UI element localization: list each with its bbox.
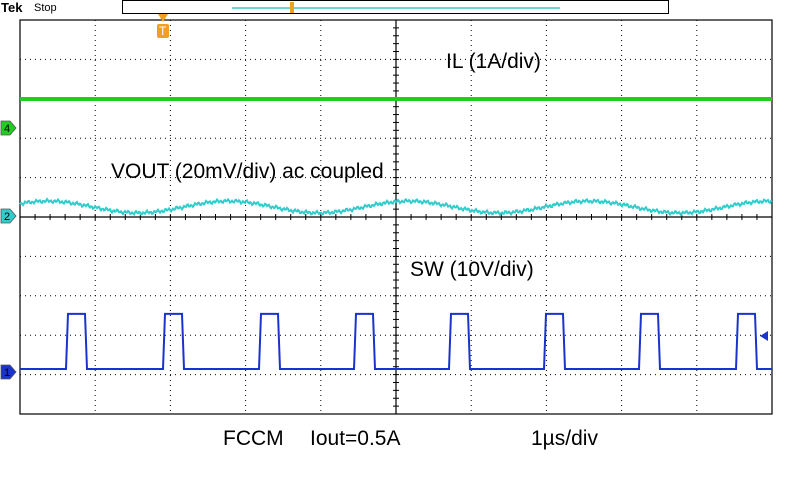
ch1-marker-text: 1 [4, 367, 10, 379]
channel-markers: 4 2 1 T [1, 2, 768, 379]
vout-label: VOUT (20mV/div) ac coupled [111, 160, 384, 184]
iout-caption: Iout=0.5A [310, 427, 401, 451]
trigger-arrow [158, 14, 168, 22]
il-label: IL (1A/div) [446, 50, 541, 74]
trigger-text: T [159, 24, 167, 38]
sw-label: SW (10V/div) [410, 258, 534, 282]
ch4-marker-text: 4 [4, 123, 10, 135]
trigger-level-arrow [760, 331, 768, 341]
ch1-marker: 1 [1, 365, 16, 379]
ch4-marker: 4 [1, 121, 16, 135]
trigger-marker: T [157, 14, 169, 38]
scope-display: 4 2 1 T [0, 0, 800, 480]
mode-caption: FCCM [223, 427, 284, 451]
timebase-caption: 1µs/div [531, 427, 598, 451]
record-trigger-position [290, 2, 294, 13]
ch2-marker: 2 [1, 209, 16, 223]
ch2-marker-text: 2 [4, 211, 10, 223]
